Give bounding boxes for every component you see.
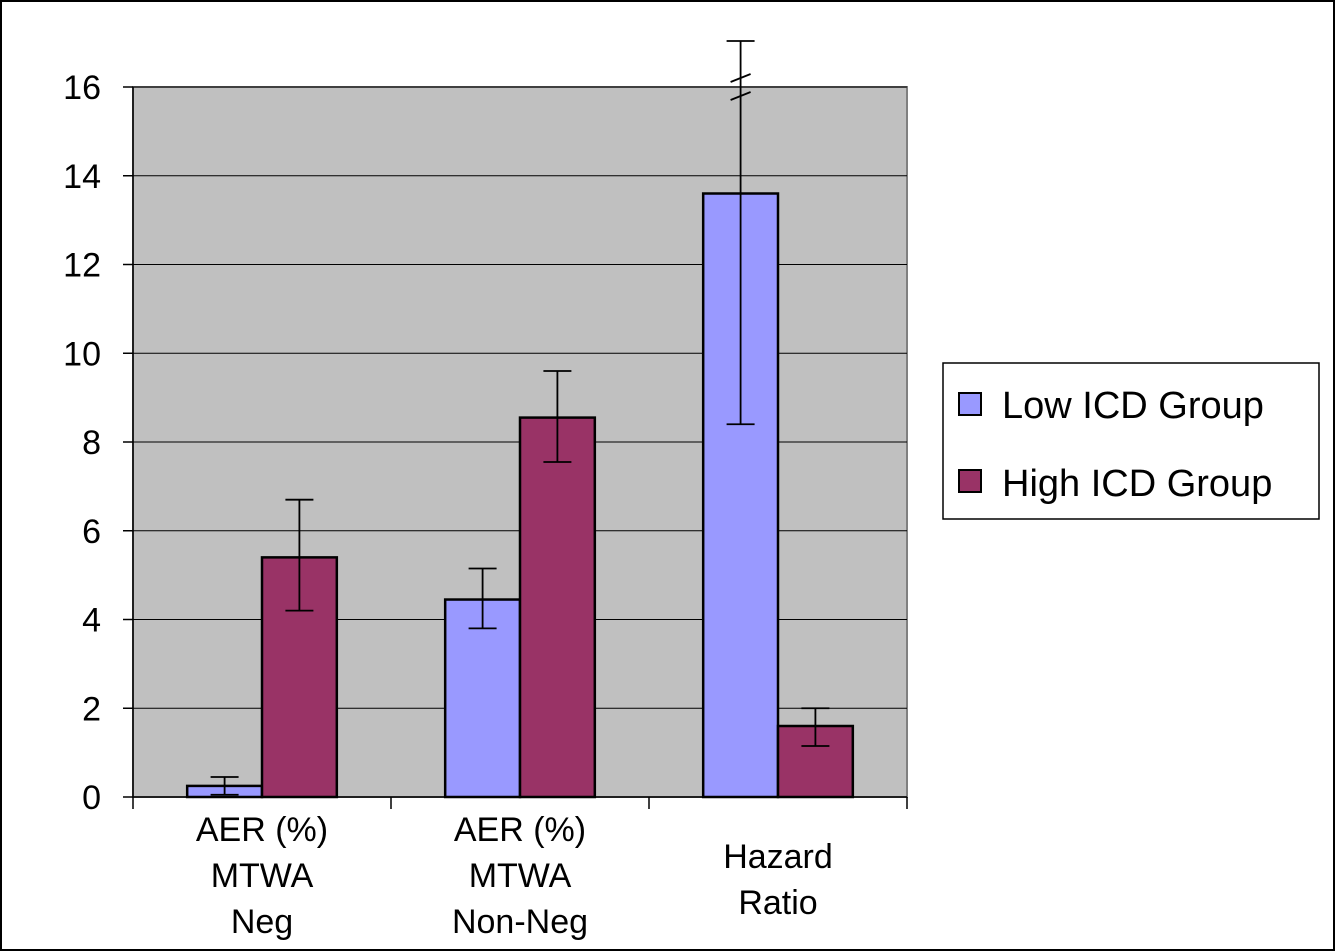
legend-label-high-icd: High ICD Group	[1002, 463, 1272, 505]
y-tick-label: 14	[63, 158, 101, 196]
axis-break-mark	[730, 91, 751, 101]
y-tick-label: 2	[82, 690, 101, 728]
y-tick-label: 0	[82, 779, 101, 817]
y-tick-label: 16	[63, 69, 101, 107]
bar	[518, 416, 597, 799]
legend: Low ICD Group High ICD Group	[942, 362, 1320, 520]
y-tick-label: 12	[63, 247, 101, 285]
y-tick-label: 8	[82, 424, 101, 462]
category-label: Non-Neg	[452, 903, 588, 941]
legend-label-low-icd: Low ICD Group	[1002, 385, 1264, 427]
category-label: MTWA	[469, 857, 572, 895]
y-tick-label: 4	[82, 602, 101, 640]
category-label: AER (%)	[196, 811, 328, 849]
category-label: Neg	[231, 903, 293, 941]
category-label: AER (%)	[454, 811, 586, 849]
category-label: Hazard	[723, 838, 833, 876]
legend-box	[942, 362, 1320, 520]
bar	[443, 598, 522, 799]
y-tick-label: 6	[82, 513, 101, 551]
axis-break-mark	[730, 73, 751, 83]
legend-swatch-high-icd	[958, 469, 982, 493]
category-label: MTWA	[211, 857, 314, 895]
y-tick-label: 10	[63, 335, 101, 373]
legend-swatch-low-icd	[958, 392, 982, 416]
category-label: Ratio	[738, 884, 817, 922]
